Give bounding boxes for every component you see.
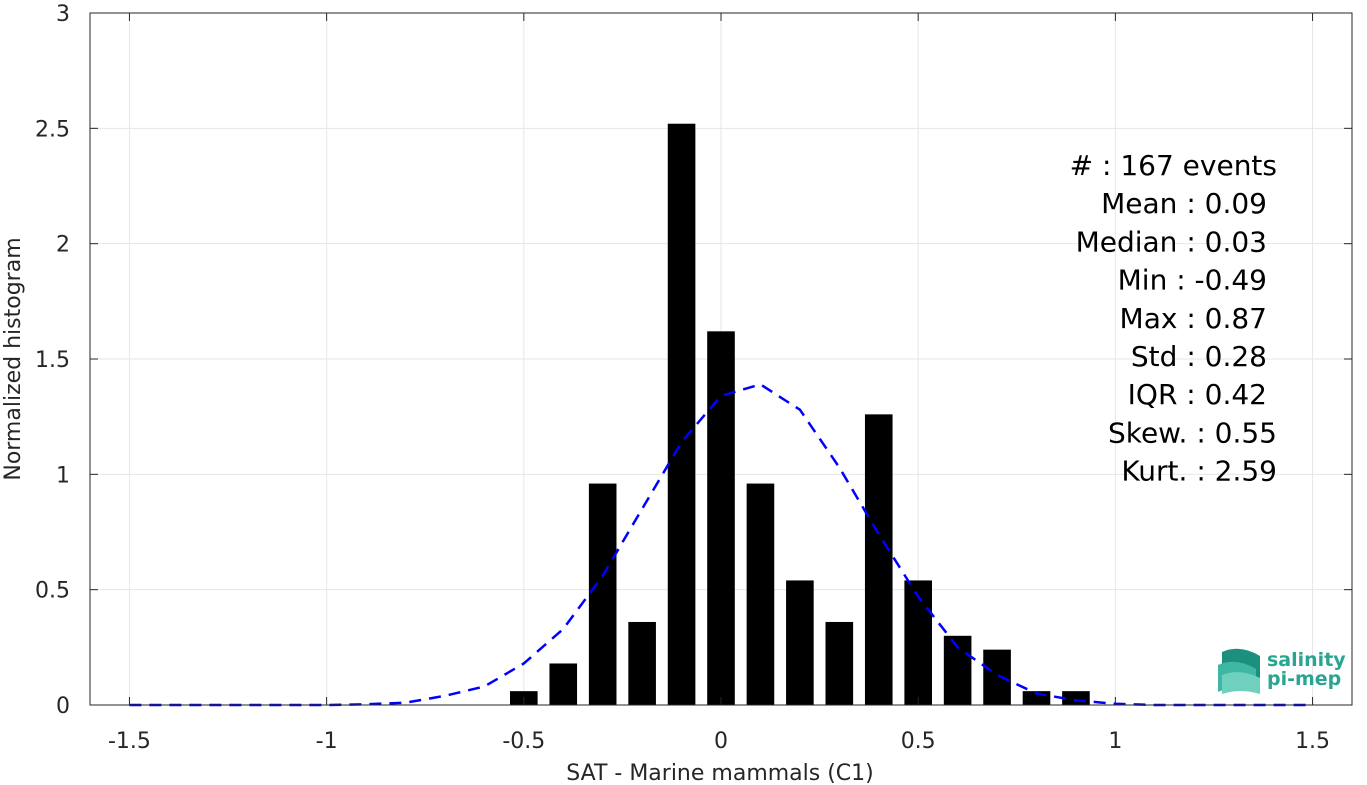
x-tick-label: 1 (1108, 729, 1122, 754)
x-tick-label: -1.5 (108, 729, 151, 754)
histogram-bar (786, 580, 814, 705)
histogram-bars (510, 123, 1090, 706)
histogram-bar (667, 123, 696, 706)
x-tick-label: 0 (714, 729, 728, 754)
histogram-bar (1062, 691, 1090, 705)
x-tick-label: -1 (316, 729, 338, 754)
histogram-bar (983, 649, 1011, 705)
x-axis-label: SAT - Marine mammals (C1) (566, 761, 874, 785)
stats-line: Min : -0.49 (1118, 264, 1267, 297)
y-tick-label: 1 (56, 463, 70, 488)
y-tick-label: 0 (56, 694, 70, 719)
y-axis-label: Normalized histogram (1, 237, 26, 480)
histogram-bar (628, 621, 656, 705)
stats-line: Max : 0.87 (1120, 302, 1267, 335)
stats-box: # : 167 events Mean : 0.09 Median : 0.03 Mi… (1070, 149, 1277, 488)
y-tick-label: 3 (56, 2, 70, 27)
histogram-bar (707, 331, 735, 705)
stats-line: Std : 0.28 (1131, 340, 1267, 373)
logo-line2: pi-mep (1267, 668, 1341, 690)
histogram-bar (588, 483, 617, 705)
y-tick-label: 1.5 (35, 348, 70, 373)
stats-line: Skew. : 0.55 (1108, 416, 1277, 449)
histogram-bar (549, 663, 578, 705)
stats-line: Mean : 0.09 (1101, 187, 1267, 220)
stats-line: Median : 0.03 (1076, 225, 1267, 258)
y-tick-label: 2 (56, 233, 70, 258)
salinity-pi-mep-logo: salinity pi-mep (1218, 648, 1346, 694)
stats-line: Kurt. : 2.59 (1121, 455, 1277, 488)
stats-line: IQR : 0.42 (1128, 378, 1267, 411)
y-tick-label: 0.5 (35, 579, 70, 604)
logo-wave-icon (1218, 648, 1260, 694)
x-tick-label: 1.5 (1295, 729, 1330, 754)
y-tick-label: 2.5 (35, 117, 70, 142)
histogram-bar (904, 580, 932, 705)
logo-line1: salinity (1267, 649, 1346, 671)
histogram-bar (864, 414, 893, 705)
histogram-bar (746, 483, 775, 705)
histogram-bar (825, 621, 854, 705)
x-tick-label: 0.5 (901, 729, 936, 754)
axis-ticks: -1.5 -1 -0.5 0 0.5 1 1.5 0 0.5 1 1.5 2 2.5 3 (35, 2, 1352, 754)
stats-line: # : 167 events (1070, 149, 1277, 182)
x-tick-label: -0.5 (502, 729, 545, 754)
